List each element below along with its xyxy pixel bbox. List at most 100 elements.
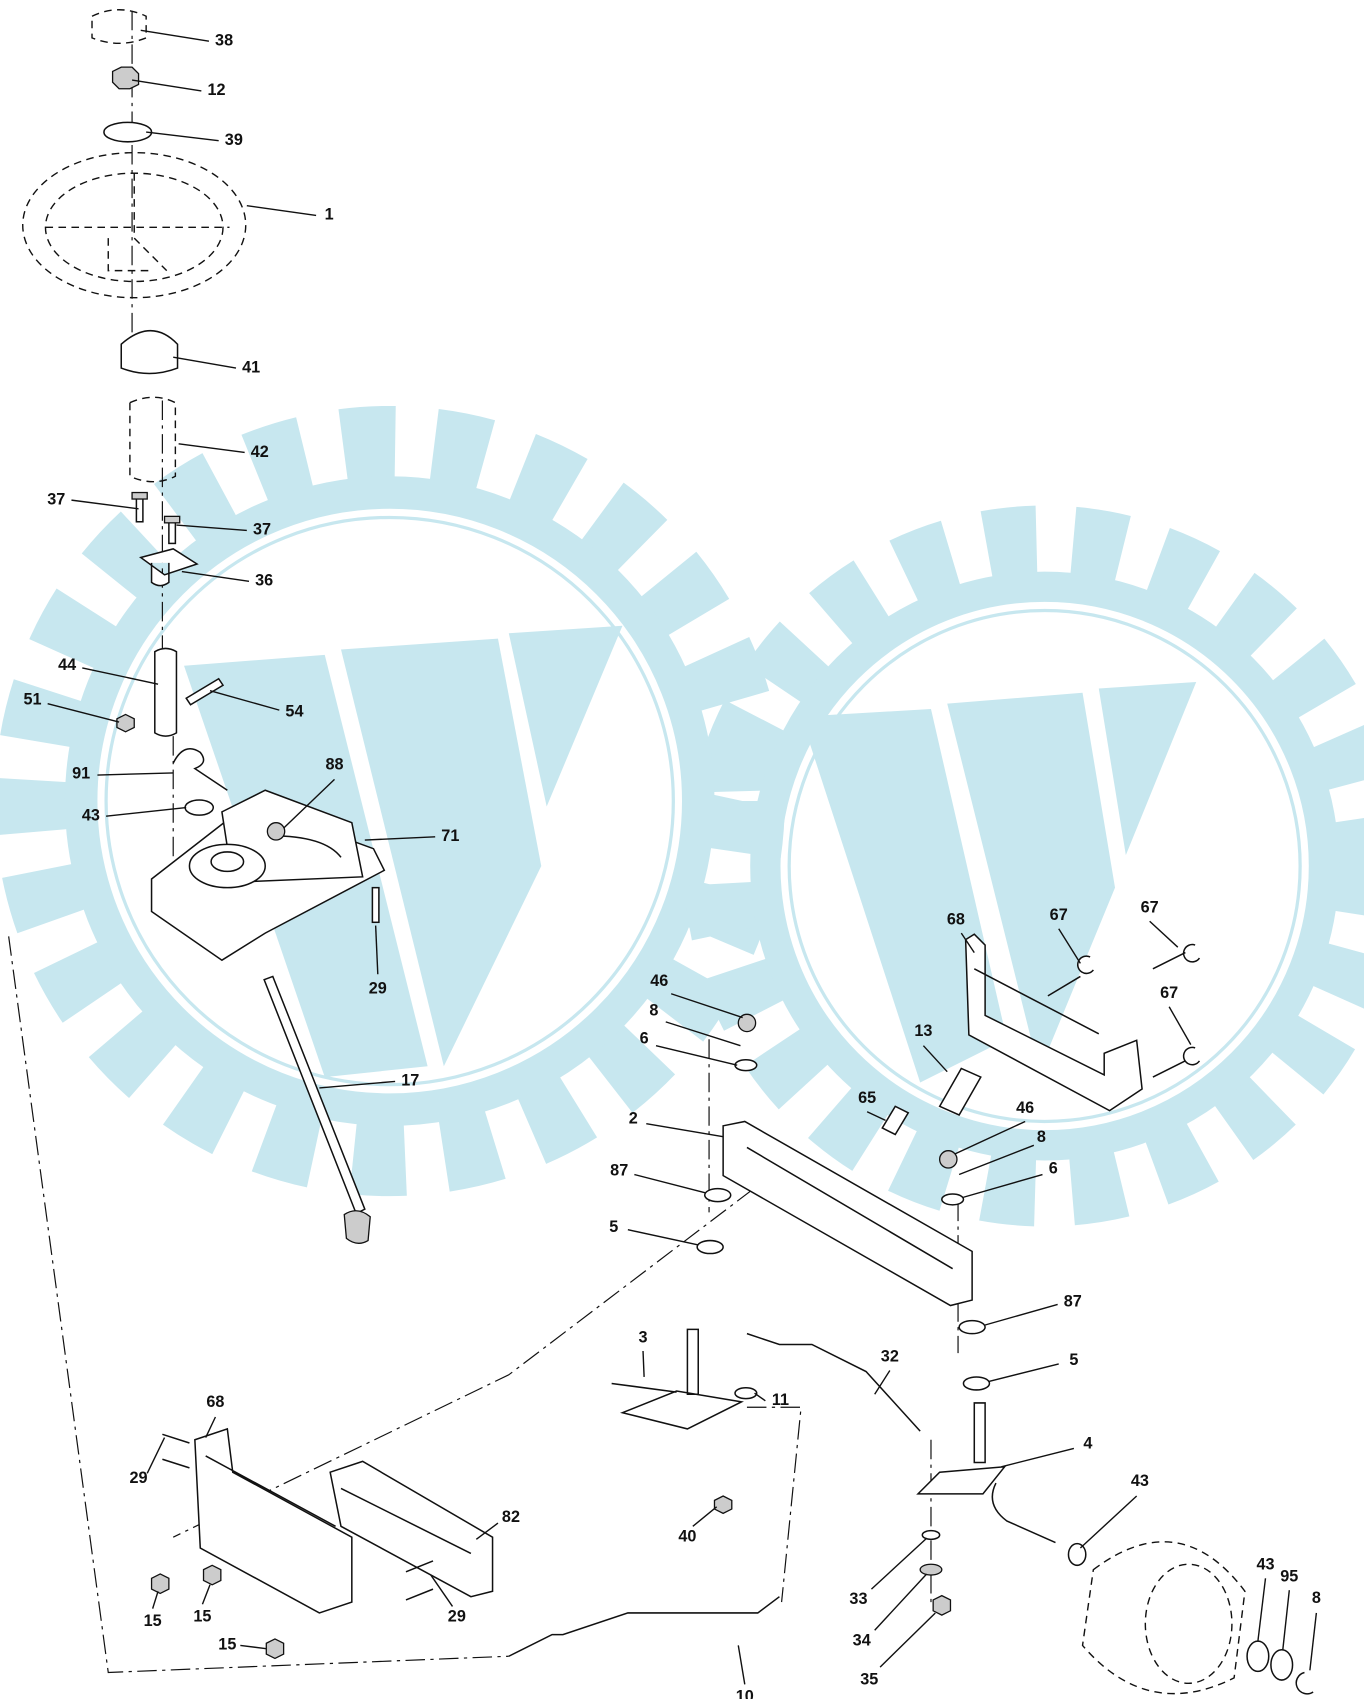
leader-line bbox=[665, 1021, 741, 1047]
callout-label: 67 bbox=[1141, 899, 1159, 917]
leader-line bbox=[209, 689, 280, 711]
leader-line bbox=[1149, 920, 1179, 948]
leader-line bbox=[963, 1173, 1043, 1198]
leader-line bbox=[283, 778, 335, 829]
leader-line bbox=[958, 1144, 1035, 1176]
callout-label: 4 bbox=[1083, 1434, 1092, 1452]
callout-label: 17 bbox=[401, 1072, 419, 1090]
callout-label: 11 bbox=[772, 1391, 789, 1409]
callout-label: 88 bbox=[325, 756, 343, 774]
parts bbox=[8, 9, 1314, 1695]
leader-line bbox=[146, 131, 219, 142]
callout-label: 10 bbox=[736, 1688, 754, 1699]
leader-line bbox=[1079, 1495, 1138, 1549]
leader-line bbox=[879, 1612, 936, 1668]
callout-label: 38 bbox=[215, 31, 233, 49]
leader-line bbox=[240, 1644, 267, 1650]
leader-line bbox=[642, 1350, 645, 1377]
callout-label: 12 bbox=[207, 81, 225, 99]
callout-label: 6 bbox=[1049, 1159, 1058, 1177]
leader-line bbox=[146, 1437, 166, 1474]
callout-label: 29 bbox=[448, 1608, 466, 1626]
leader-line bbox=[178, 443, 245, 454]
callout-label: 32 bbox=[881, 1348, 899, 1366]
leader-line bbox=[319, 1080, 396, 1089]
leader-line bbox=[430, 1574, 454, 1607]
leader-line bbox=[634, 1173, 706, 1194]
leader-line bbox=[475, 1522, 499, 1540]
leader-line bbox=[954, 1120, 1026, 1155]
callout-label: 8 bbox=[649, 1001, 658, 1019]
leader-line bbox=[140, 29, 210, 42]
callout-label: 5 bbox=[1069, 1351, 1078, 1369]
leader-line bbox=[1168, 1006, 1192, 1045]
callout-label: 67 bbox=[1050, 906, 1068, 924]
callout-label: 44 bbox=[58, 656, 76, 674]
leader-line bbox=[737, 1645, 746, 1685]
callout-label: 41 bbox=[242, 358, 260, 376]
callout-label: 87 bbox=[1064, 1293, 1082, 1311]
callout-label: 67 bbox=[1160, 984, 1178, 1002]
leader-line bbox=[960, 932, 975, 953]
leader-line bbox=[866, 1111, 886, 1122]
leader-line bbox=[181, 570, 250, 583]
callout-label: 29 bbox=[369, 980, 387, 998]
leader-line bbox=[1001, 1447, 1075, 1468]
callout-label: 5 bbox=[609, 1218, 618, 1236]
callout-label: 33 bbox=[849, 1590, 867, 1608]
leader-line bbox=[106, 806, 187, 817]
leader-line bbox=[670, 993, 743, 1019]
callout-label: 34 bbox=[853, 1631, 871, 1649]
callout-label: 43 bbox=[1256, 1556, 1274, 1574]
callout-label: 95 bbox=[1280, 1567, 1298, 1585]
leader-line bbox=[692, 1506, 718, 1527]
callout-label: 68 bbox=[947, 910, 965, 928]
callout-label: 15 bbox=[193, 1608, 211, 1626]
leader-line bbox=[131, 79, 202, 92]
callout-label: 91 bbox=[72, 764, 90, 782]
leader-line bbox=[205, 1416, 217, 1438]
leader-line bbox=[989, 1363, 1059, 1382]
callout-label: 46 bbox=[1016, 1099, 1034, 1117]
callout-label: 8 bbox=[1037, 1128, 1046, 1146]
callout-label: 3 bbox=[639, 1328, 648, 1346]
leader-line bbox=[1282, 1590, 1291, 1650]
leader-line bbox=[754, 1392, 766, 1402]
callout-label: 13 bbox=[914, 1022, 932, 1040]
callout-label: 46 bbox=[650, 972, 668, 990]
callout-label: 15 bbox=[218, 1636, 236, 1654]
leader-line bbox=[82, 667, 159, 685]
leader-line bbox=[97, 772, 174, 776]
callout-label: 43 bbox=[82, 806, 100, 824]
leader-line bbox=[201, 1584, 211, 1605]
callout-label: 37 bbox=[47, 490, 65, 508]
callout-label: 36 bbox=[255, 572, 273, 590]
callout-label: 35 bbox=[860, 1670, 878, 1688]
callout-label: 87 bbox=[610, 1162, 628, 1180]
callout-label: 51 bbox=[23, 691, 41, 709]
callout-label: 82 bbox=[502, 1508, 520, 1526]
leader-line bbox=[246, 204, 317, 217]
callout-label: 42 bbox=[251, 443, 269, 461]
callout-label: 68 bbox=[206, 1393, 224, 1411]
callout-label: 29 bbox=[130, 1469, 148, 1487]
callout-label: 1 bbox=[325, 206, 334, 224]
leader-line bbox=[627, 1229, 699, 1246]
leader-line bbox=[984, 1303, 1058, 1326]
leader-line bbox=[151, 1591, 159, 1609]
leader-line bbox=[874, 1370, 891, 1395]
leader-line bbox=[1257, 1578, 1267, 1642]
leader-line bbox=[922, 1045, 948, 1073]
callout-label: 54 bbox=[285, 703, 303, 721]
leader-line bbox=[47, 702, 120, 723]
leader-line bbox=[1309, 1612, 1318, 1671]
callout-label: 8 bbox=[1312, 1589, 1321, 1607]
callout-label: 65 bbox=[858, 1089, 876, 1107]
callout-label: 71 bbox=[441, 827, 459, 845]
callout-label: 39 bbox=[225, 131, 243, 149]
callout-label: 37 bbox=[253, 521, 271, 539]
callout-label: 40 bbox=[678, 1527, 696, 1545]
